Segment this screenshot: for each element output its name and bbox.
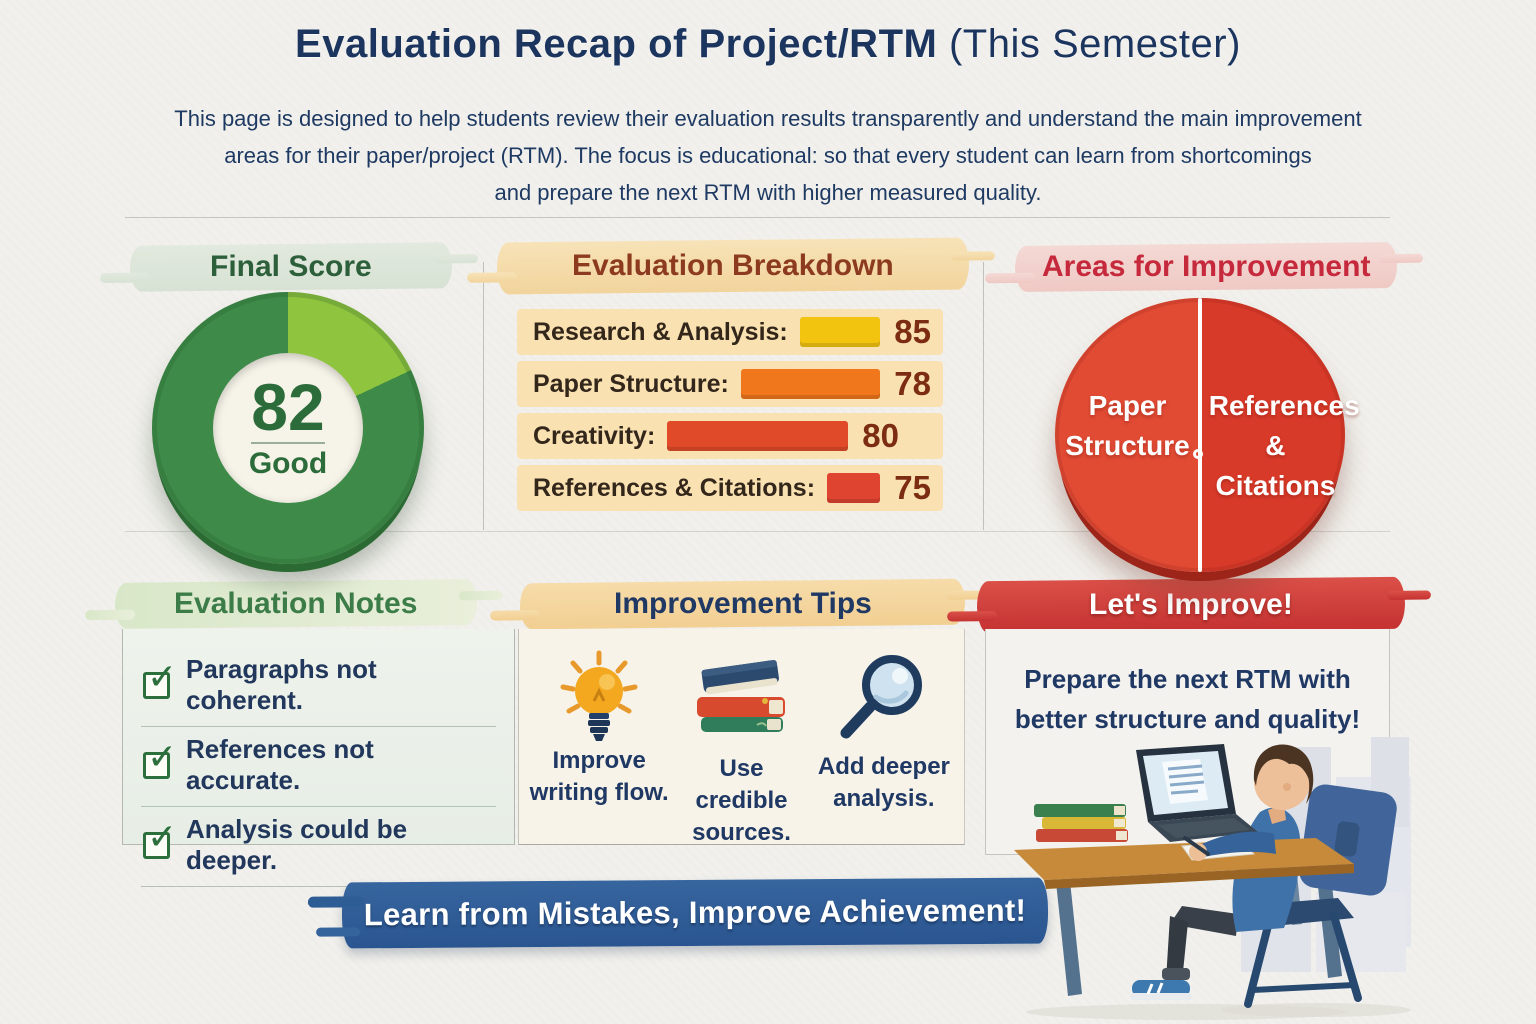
final-score-value: 82 bbox=[251, 369, 325, 444]
notes-header-stroke: Evaluation Notes bbox=[114, 579, 478, 629]
breakdown-bar bbox=[667, 421, 849, 451]
areas-pie-chart: Paper Structure References & Citations bbox=[1055, 298, 1360, 572]
note-divider bbox=[141, 726, 496, 727]
note-text: Analysis could be deeper. bbox=[186, 814, 408, 875]
bottom-banner: Learn from Mistakes, Improve Achievement… bbox=[341, 877, 1049, 949]
breakdown-value: 78 bbox=[894, 365, 931, 402]
breakdown-label: References & Citations: bbox=[533, 473, 816, 502]
improve-header-stroke: Let's Improve! bbox=[976, 576, 1406, 634]
breakdown-bar bbox=[740, 369, 881, 399]
breakdown-header: Evaluation Breakdown bbox=[572, 249, 894, 282]
tip-deeper-analysis: Add deeper analysis. bbox=[814, 643, 954, 844]
final-score-donut-center: 82 Good bbox=[213, 353, 363, 503]
tip-label: Add deeper analysis. bbox=[817, 753, 950, 812]
breakdown-row-creativity: Creativity: 80 bbox=[517, 413, 943, 459]
page-title-suffix: (This Semester) bbox=[937, 22, 1241, 66]
intro-paragraph: This page is designed to help students r… bbox=[163, 100, 1373, 211]
divider-top bbox=[125, 217, 1390, 218]
breakdown-value: 85 bbox=[894, 313, 931, 350]
improve-text: Prepare the next RTM with better structu… bbox=[1014, 664, 1361, 734]
final-score-header-stroke: Final Score bbox=[129, 242, 453, 292]
breakdown-bar bbox=[799, 317, 881, 347]
tips-panel: Improve writing flow. Use bbox=[518, 629, 965, 846]
breakdown-row-research: Research & Analysis: 85 bbox=[517, 309, 943, 355]
bottom-banner-text: Learn from Mistakes, Improve Achievement… bbox=[363, 892, 1027, 933]
pie-divider-line bbox=[1198, 298, 1202, 572]
breakdown-label: Paper Structure: bbox=[533, 369, 729, 398]
intro-line-2: areas for their paper/project (RTM). The… bbox=[224, 143, 1312, 168]
note-text: Paragraphs not coherent. bbox=[186, 654, 377, 715]
divider-col1 bbox=[483, 262, 484, 530]
note-text: References not accurate. bbox=[186, 734, 374, 795]
pie-center-dot bbox=[1193, 449, 1203, 459]
note-divider bbox=[141, 806, 496, 807]
breakdown-value: 80 bbox=[862, 417, 899, 454]
intro-line-3: and prepare the next RTM with higher mea… bbox=[494, 180, 1042, 205]
note-item: ✓ Paragraphs not coherent. bbox=[141, 647, 496, 726]
note-item: ✓ References not accurate. bbox=[141, 727, 496, 806]
magnifier-icon bbox=[836, 643, 932, 745]
breakdown-label: Research & Analysis: bbox=[533, 317, 788, 346]
divider-col2 bbox=[983, 262, 984, 530]
improve-header: Let's Improve! bbox=[1089, 588, 1293, 622]
divider-row1-bottom bbox=[125, 531, 1390, 532]
books-icon bbox=[687, 643, 797, 739]
tip-label: Improve writing flow. bbox=[529, 747, 669, 806]
areas-header: Areas for Improvement bbox=[1041, 250, 1371, 283]
notes-header: Evaluation Notes bbox=[174, 587, 418, 621]
tip-label: Use credible sources. bbox=[692, 755, 791, 846]
intro-line-1: This page is designed to help students r… bbox=[174, 106, 1362, 131]
breakdown-bar bbox=[827, 473, 881, 503]
breakdown-header-stroke: Evaluation Breakdown bbox=[496, 237, 970, 295]
tips-header: Improvement Tips bbox=[613, 587, 872, 620]
tip-credible-sources: Use credible sources. bbox=[671, 643, 811, 846]
student-studying-illustration bbox=[986, 692, 1436, 1024]
final-score-donut-chart: 82 Good bbox=[152, 292, 424, 564]
notes-panel: ✓ Paragraphs not coherent. ✓ References … bbox=[122, 629, 515, 887]
checkbox-checked-icon: ✓ bbox=[143, 738, 177, 779]
areas-header-stroke: Areas for Improvement bbox=[1014, 242, 1398, 292]
final-score-header: Final Score bbox=[210, 250, 372, 283]
breakdown-value: 75 bbox=[894, 469, 931, 506]
tip-writing-flow: Improve writing flow. bbox=[529, 643, 669, 844]
page-title: Evaluation Recap of Project/RTM (This Se… bbox=[0, 22, 1536, 67]
pie-slice-references-citations: References & Citations bbox=[1208, 390, 1360, 501]
final-score-separator bbox=[251, 441, 325, 444]
final-score-grade: Good bbox=[248, 446, 328, 480]
checkbox-checked-icon: ✓ bbox=[143, 818, 177, 859]
lightbulb-icon bbox=[553, 643, 645, 745]
breakdown-row-references: References & Citations: 75 bbox=[517, 465, 943, 511]
page-title-main: Evaluation Recap of Project/RTM bbox=[295, 22, 938, 66]
note-item: ✓ Analysis could be deeper. bbox=[141, 807, 496, 886]
checkbox-checked-icon: ✓ bbox=[143, 658, 177, 699]
pie-slice-paper-structure: Paper Structure bbox=[1065, 390, 1190, 461]
tips-header-stroke: Improvement Tips bbox=[519, 578, 966, 630]
breakdown-row-structure: Paper Structure: 78 bbox=[517, 361, 943, 407]
breakdown-label: Creativity: bbox=[533, 421, 656, 450]
note-divider bbox=[141, 886, 496, 887]
